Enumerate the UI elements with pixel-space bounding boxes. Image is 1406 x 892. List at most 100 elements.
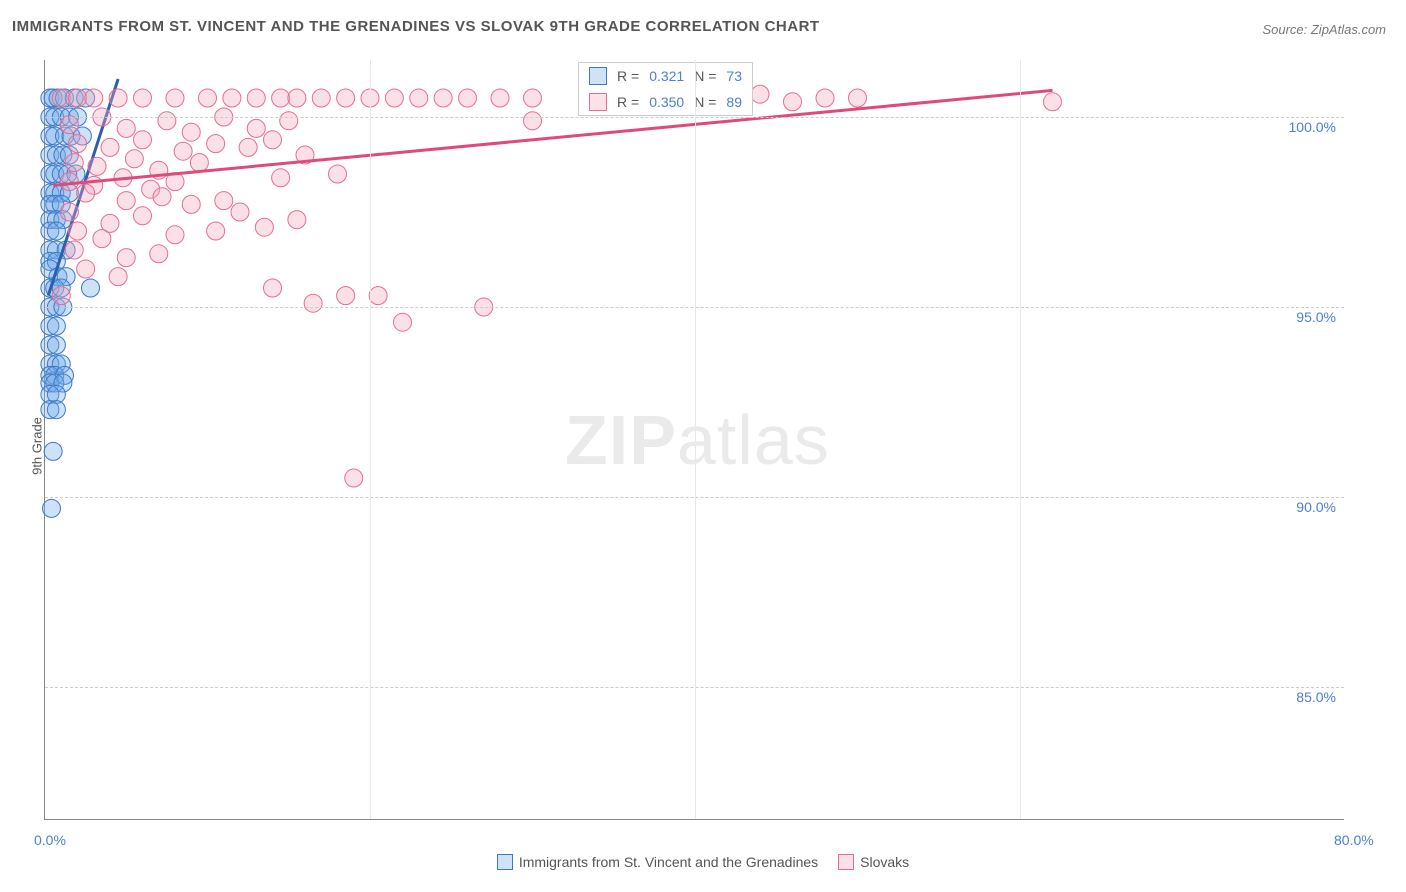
scatter-point xyxy=(52,89,70,107)
scatter-point xyxy=(255,218,273,236)
scatter-point xyxy=(69,89,87,107)
scatter-point xyxy=(109,89,127,107)
scatter-point xyxy=(369,287,387,305)
scatter-point xyxy=(337,287,355,305)
scatter-point xyxy=(88,157,106,175)
legend: Immigrants from St. Vincent and the Gren… xyxy=(0,854,1406,870)
scatter-point xyxy=(47,336,65,354)
legend-swatch xyxy=(838,854,854,870)
stats-r-value: 0.321 xyxy=(649,68,684,84)
scatter-point xyxy=(47,222,65,240)
scatter-point xyxy=(109,268,127,286)
y-axis-label: 9th Grade xyxy=(29,417,44,475)
scatter-point xyxy=(239,138,257,156)
scatter-point xyxy=(82,279,100,297)
scatter-point xyxy=(784,93,802,111)
correlation-stats-box: R = 0.321 N = 73 R = 0.350 N = 89 xyxy=(578,62,753,116)
scatter-point xyxy=(288,211,306,229)
source-attribution: Source: ZipAtlas.com xyxy=(1262,22,1386,37)
legend-item: Immigrants from St. Vincent and the Gren… xyxy=(497,854,818,870)
scatter-point xyxy=(60,203,78,221)
scatter-point xyxy=(524,89,542,107)
scatter-point xyxy=(312,89,330,107)
stats-r-label: R = xyxy=(617,94,639,110)
scatter-point xyxy=(459,89,477,107)
scatter-point xyxy=(93,230,111,248)
scatter-point xyxy=(264,131,282,149)
x-tick-label: 80.0% xyxy=(1334,832,1374,848)
scatter-point xyxy=(153,188,171,206)
scatter-point xyxy=(117,192,135,210)
stats-r-value: 0.350 xyxy=(649,94,684,110)
scatter-point xyxy=(434,89,452,107)
scatter-point xyxy=(47,317,65,335)
scatter-point xyxy=(345,469,363,487)
stats-n-value: 73 xyxy=(726,68,742,84)
legend-swatch xyxy=(497,854,513,870)
scatter-point xyxy=(65,154,83,172)
stats-n-label: N = xyxy=(694,94,716,110)
scatter-point xyxy=(288,89,306,107)
scatter-point xyxy=(280,112,298,130)
scatter-point xyxy=(264,279,282,297)
legend-label: Slovaks xyxy=(860,854,909,870)
gridline-vertical xyxy=(695,60,696,819)
scatter-point xyxy=(247,119,265,137)
scatter-point xyxy=(524,112,542,130)
scatter-point xyxy=(117,249,135,267)
scatter-point xyxy=(207,135,225,153)
scatter-point xyxy=(272,169,290,187)
scatter-point xyxy=(85,89,103,107)
chart-title: IMMIGRANTS FROM ST. VINCENT AND THE GREN… xyxy=(12,18,820,35)
scatter-point xyxy=(134,89,152,107)
stats-row: R = 0.350 N = 89 xyxy=(579,89,752,115)
scatter-point xyxy=(134,131,152,149)
scatter-point xyxy=(44,442,62,460)
scatter-point xyxy=(272,89,290,107)
y-tick-label: 100.0% xyxy=(1289,119,1336,135)
stats-row: R =0.321N =73 xyxy=(579,63,752,89)
scatter-point xyxy=(134,207,152,225)
legend-label: Immigrants from St. Vincent and the Gren… xyxy=(519,854,818,870)
stats-swatch xyxy=(589,93,607,111)
y-tick-label: 85.0% xyxy=(1296,689,1336,705)
scatter-point xyxy=(491,89,509,107)
y-tick-label: 95.0% xyxy=(1296,309,1336,325)
legend-item: Slovaks xyxy=(838,854,909,870)
gridline-vertical xyxy=(370,60,371,819)
scatter-point xyxy=(43,499,61,517)
scatter-point xyxy=(199,89,217,107)
scatter-point xyxy=(1044,93,1062,111)
scatter-point xyxy=(223,89,241,107)
scatter-point xyxy=(166,89,184,107)
scatter-point xyxy=(751,85,769,103)
stats-r-label: R = xyxy=(617,68,639,84)
scatter-point xyxy=(215,192,233,210)
scatter-point xyxy=(410,89,428,107)
scatter-point xyxy=(166,226,184,244)
scatter-point xyxy=(190,154,208,172)
scatter-point xyxy=(52,287,70,305)
chart-plot-area: ZIPatlas R =0.321N =73R =0.350N =89 85.0… xyxy=(44,60,1344,820)
scatter-point xyxy=(77,260,95,278)
scatter-point xyxy=(304,294,322,312)
x-tick-label: 0.0% xyxy=(34,832,66,848)
scatter-point xyxy=(182,195,200,213)
y-tick-label: 90.0% xyxy=(1296,499,1336,515)
scatter-point xyxy=(816,89,834,107)
scatter-point xyxy=(65,241,83,259)
scatter-point xyxy=(69,222,87,240)
scatter-point xyxy=(174,142,192,160)
scatter-point xyxy=(47,401,65,419)
scatter-point xyxy=(77,184,95,202)
scatter-point xyxy=(337,89,355,107)
stats-n-value: 89 xyxy=(726,94,742,110)
scatter-point xyxy=(247,89,265,107)
scatter-point xyxy=(207,222,225,240)
scatter-point xyxy=(231,203,249,221)
scatter-point xyxy=(69,135,87,153)
scatter-point xyxy=(125,150,143,168)
scatter-point xyxy=(158,112,176,130)
gridline-vertical xyxy=(1020,60,1021,819)
scatter-point xyxy=(60,116,78,134)
